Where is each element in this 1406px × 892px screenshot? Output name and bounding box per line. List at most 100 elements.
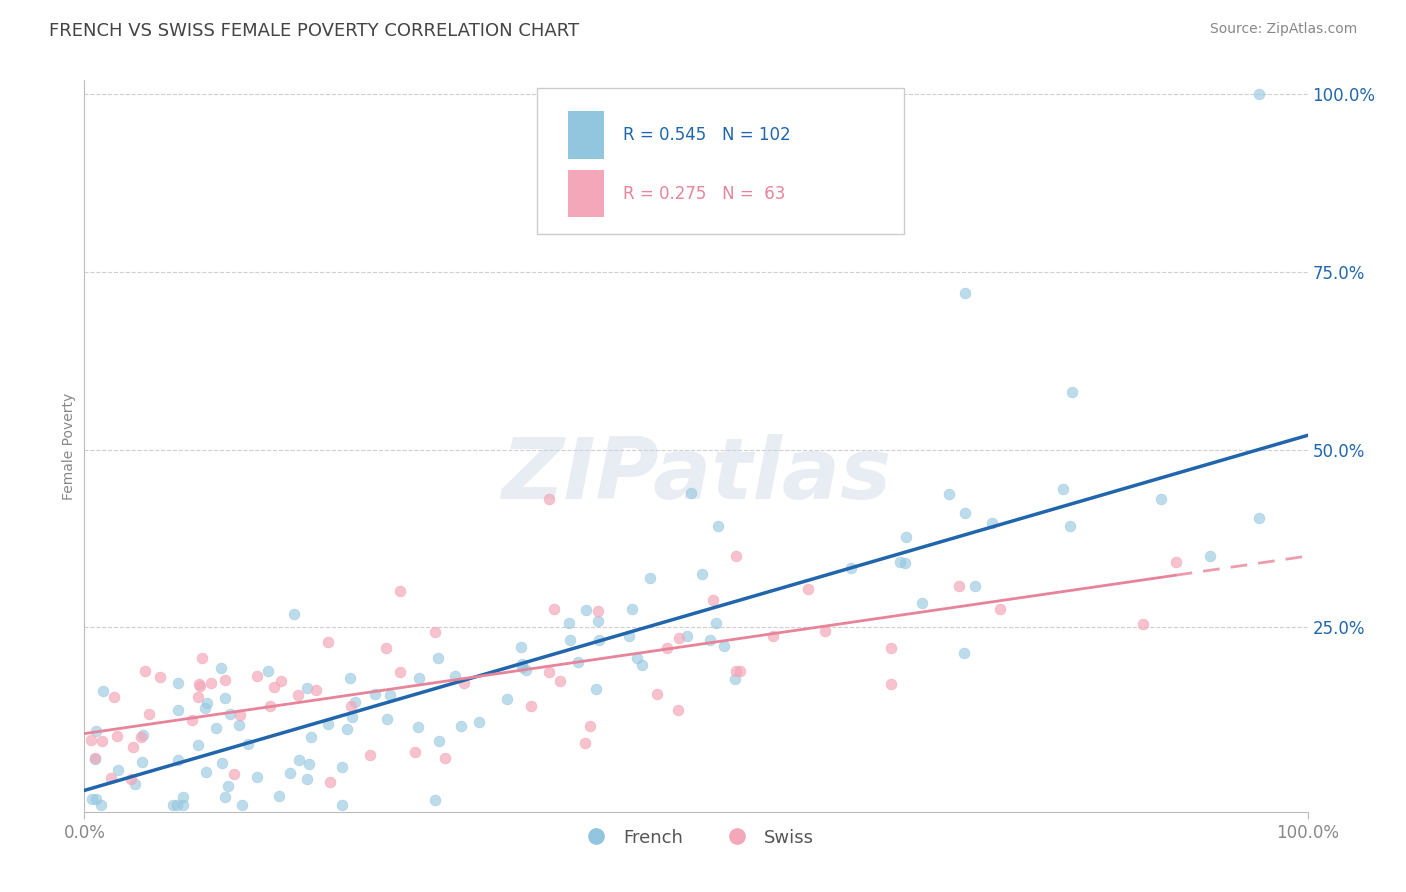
Point xyxy=(699,632,721,647)
Y-axis label: Female Poverty: Female Poverty xyxy=(62,392,76,500)
Point xyxy=(938,487,960,501)
Point xyxy=(1247,87,1270,102)
Point xyxy=(316,717,339,731)
Point xyxy=(229,707,252,722)
Point xyxy=(134,664,156,678)
Point xyxy=(380,688,402,702)
Point xyxy=(638,571,661,585)
Point xyxy=(839,561,862,575)
Point xyxy=(434,751,457,765)
Point xyxy=(129,731,152,745)
Point xyxy=(316,635,339,649)
Point xyxy=(211,756,233,771)
Point xyxy=(263,680,285,694)
Point xyxy=(195,764,218,779)
Point xyxy=(344,696,367,710)
Point xyxy=(1247,510,1270,524)
Point xyxy=(626,651,648,665)
Point xyxy=(558,615,581,630)
Point xyxy=(389,665,412,679)
Point xyxy=(690,566,713,581)
Point xyxy=(1164,555,1187,569)
Point xyxy=(980,516,1002,530)
Point xyxy=(336,723,359,737)
Point xyxy=(617,630,640,644)
Point xyxy=(209,661,232,675)
Point xyxy=(80,732,103,747)
Point xyxy=(188,677,211,691)
Point xyxy=(706,616,728,631)
Point xyxy=(167,703,190,717)
Point xyxy=(575,603,598,617)
Point xyxy=(1150,492,1173,507)
Point xyxy=(725,549,748,563)
Point xyxy=(297,772,319,787)
Point xyxy=(91,734,114,748)
Point xyxy=(666,702,689,716)
Point xyxy=(567,655,589,669)
Point xyxy=(84,752,107,766)
Point xyxy=(257,664,280,678)
Point xyxy=(911,596,934,610)
Point xyxy=(149,670,172,684)
Point xyxy=(330,759,353,773)
Point xyxy=(585,681,607,696)
Point xyxy=(339,671,361,685)
Point xyxy=(194,701,217,715)
Point xyxy=(762,629,785,643)
Point xyxy=(319,774,342,789)
Point xyxy=(645,687,668,701)
Point xyxy=(963,579,986,593)
Point xyxy=(342,710,364,724)
Point xyxy=(105,730,128,744)
Point xyxy=(889,555,911,569)
Point xyxy=(191,650,214,665)
Point xyxy=(797,582,820,596)
Point xyxy=(588,633,610,648)
Point xyxy=(574,736,596,750)
Point xyxy=(560,632,582,647)
Point xyxy=(195,697,218,711)
Point xyxy=(509,640,531,654)
Point xyxy=(467,714,489,729)
Point xyxy=(724,672,747,686)
Point xyxy=(172,797,194,812)
Point xyxy=(214,790,236,805)
Point xyxy=(423,625,446,640)
Point xyxy=(730,665,752,679)
Point xyxy=(586,614,609,628)
Point xyxy=(427,733,450,747)
Point xyxy=(288,753,311,767)
Point xyxy=(953,646,976,660)
Point xyxy=(278,765,301,780)
Point xyxy=(404,745,426,759)
Point xyxy=(231,797,253,812)
Point xyxy=(520,699,543,714)
Point xyxy=(586,604,609,618)
Point xyxy=(224,767,246,781)
Legend: French, Swiss: French, Swiss xyxy=(571,822,821,854)
Text: FRENCH VS SWISS FEMALE POVERTY CORRELATION CHART: FRENCH VS SWISS FEMALE POVERTY CORRELATI… xyxy=(49,22,579,40)
Point xyxy=(162,797,184,812)
Point xyxy=(450,719,472,733)
Point xyxy=(332,797,354,812)
Text: Source: ZipAtlas.com: Source: ZipAtlas.com xyxy=(1209,22,1357,37)
Point xyxy=(131,755,153,769)
Point xyxy=(214,673,236,687)
Point xyxy=(138,706,160,721)
Point xyxy=(443,669,465,683)
Point xyxy=(82,792,104,806)
Point xyxy=(107,763,129,777)
Point xyxy=(578,719,600,733)
Point xyxy=(124,777,146,791)
Point xyxy=(121,739,143,754)
Point xyxy=(988,601,1011,615)
Point xyxy=(1132,616,1154,631)
Point xyxy=(375,641,398,656)
FancyBboxPatch shape xyxy=(568,112,605,159)
Point xyxy=(181,713,204,727)
Point xyxy=(406,720,429,734)
Point xyxy=(200,676,222,690)
Point xyxy=(496,692,519,706)
Point xyxy=(283,607,305,622)
